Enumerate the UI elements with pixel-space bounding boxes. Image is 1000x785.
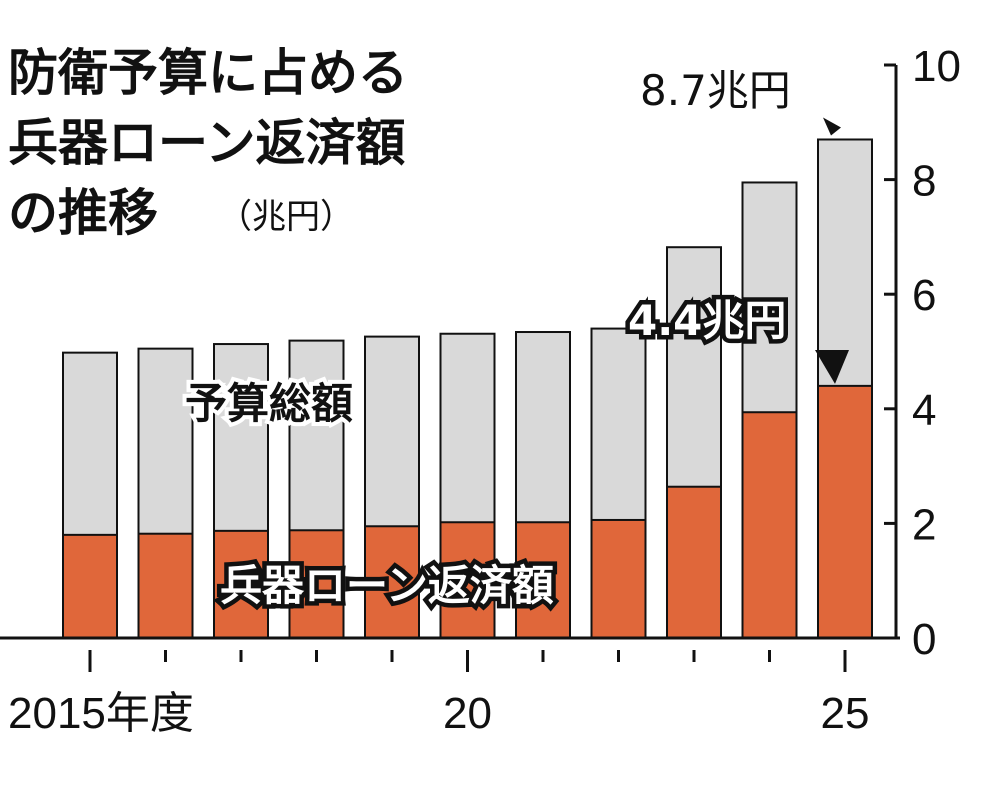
- legend-label-loan: 兵器ローン返済額: [220, 561, 554, 610]
- x-tick-label: 2015年度: [8, 689, 194, 738]
- unit-label: （兆円）: [218, 197, 354, 237]
- y-tick-label: 0: [912, 615, 936, 664]
- title-line-1: 防衛予算に占める: [8, 44, 408, 102]
- bar-loan-2023: [666, 485, 722, 639]
- annotation-loan: 4.4兆円: [628, 296, 786, 345]
- title-line-2: 兵器ローン返済額: [8, 114, 406, 172]
- bar-loan-2020: [439, 521, 496, 640]
- bar-loan-2015: [62, 533, 118, 639]
- bars: [60, 136, 875, 640]
- bar-loan-2016: [137, 532, 194, 639]
- y-tick-label: 2: [912, 500, 936, 549]
- bar-loan-2021: [515, 521, 571, 640]
- bar-loan-2025: [817, 384, 873, 639]
- y-tick-label: 10: [912, 42, 961, 91]
- y-tick-label: 6: [912, 271, 936, 320]
- annotation-total: 8.7兆円: [640, 66, 791, 115]
- bar-loan-2019: [364, 525, 420, 640]
- x-tick-label: 20: [443, 689, 492, 738]
- legend-label-total: 予算総額: [185, 379, 353, 428]
- axes: 0 2 4 6 8 10 2015年度 20 25: [0, 42, 961, 738]
- bar-loan-2022: [590, 518, 647, 639]
- pointer-total: [823, 117, 841, 136]
- x-tick-label: 25: [821, 689, 870, 738]
- title-line-3: の推移: [8, 184, 158, 242]
- y-tick-label: 8: [912, 157, 936, 206]
- pointer-loan: [815, 350, 849, 384]
- y-tick-label: 4: [912, 386, 936, 435]
- labels: [815, 117, 849, 384]
- bar-loan-2024: [741, 411, 798, 639]
